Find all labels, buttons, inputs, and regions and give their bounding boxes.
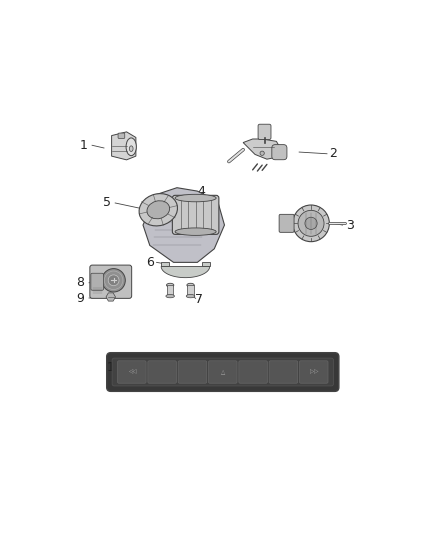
Polygon shape (243, 139, 281, 159)
Polygon shape (202, 262, 210, 266)
Ellipse shape (147, 201, 170, 219)
FancyBboxPatch shape (258, 124, 271, 140)
Ellipse shape (187, 283, 194, 287)
Ellipse shape (129, 146, 133, 151)
Text: 9: 9 (76, 292, 84, 304)
Ellipse shape (126, 138, 136, 156)
Text: ▷▷: ▷▷ (310, 369, 318, 374)
Ellipse shape (186, 294, 195, 298)
Polygon shape (161, 262, 169, 266)
FancyBboxPatch shape (148, 361, 177, 383)
Circle shape (102, 269, 125, 292)
Polygon shape (112, 132, 136, 160)
Polygon shape (167, 285, 173, 296)
Circle shape (305, 217, 317, 229)
Text: 5: 5 (103, 197, 111, 209)
Ellipse shape (175, 228, 216, 236)
FancyBboxPatch shape (107, 353, 339, 391)
Text: ◁◁: ◁◁ (127, 369, 136, 374)
Ellipse shape (166, 283, 174, 287)
Text: 1: 1 (80, 139, 88, 152)
FancyBboxPatch shape (173, 195, 219, 235)
Circle shape (260, 151, 264, 156)
Text: 10: 10 (106, 361, 122, 374)
Text: 4: 4 (198, 185, 205, 198)
FancyBboxPatch shape (91, 273, 103, 290)
Polygon shape (161, 266, 210, 278)
Text: 3: 3 (346, 219, 354, 231)
FancyBboxPatch shape (300, 361, 328, 383)
FancyBboxPatch shape (279, 214, 294, 232)
FancyBboxPatch shape (118, 133, 125, 139)
Text: 7: 7 (195, 293, 203, 306)
Text: △: △ (221, 369, 225, 374)
FancyBboxPatch shape (178, 361, 207, 383)
Ellipse shape (139, 193, 177, 226)
Text: 6: 6 (147, 256, 155, 269)
Circle shape (298, 211, 324, 236)
Ellipse shape (166, 294, 174, 298)
Circle shape (293, 205, 329, 241)
Polygon shape (143, 188, 224, 262)
FancyBboxPatch shape (272, 144, 287, 160)
Text: 2: 2 (329, 147, 337, 160)
Text: 8: 8 (76, 276, 84, 289)
FancyBboxPatch shape (112, 358, 333, 386)
Circle shape (108, 275, 119, 286)
FancyBboxPatch shape (117, 361, 146, 383)
FancyBboxPatch shape (239, 361, 267, 383)
Polygon shape (106, 293, 116, 301)
Polygon shape (187, 285, 194, 296)
Ellipse shape (175, 195, 216, 202)
FancyBboxPatch shape (90, 265, 132, 298)
FancyBboxPatch shape (269, 361, 298, 383)
FancyBboxPatch shape (208, 361, 237, 383)
